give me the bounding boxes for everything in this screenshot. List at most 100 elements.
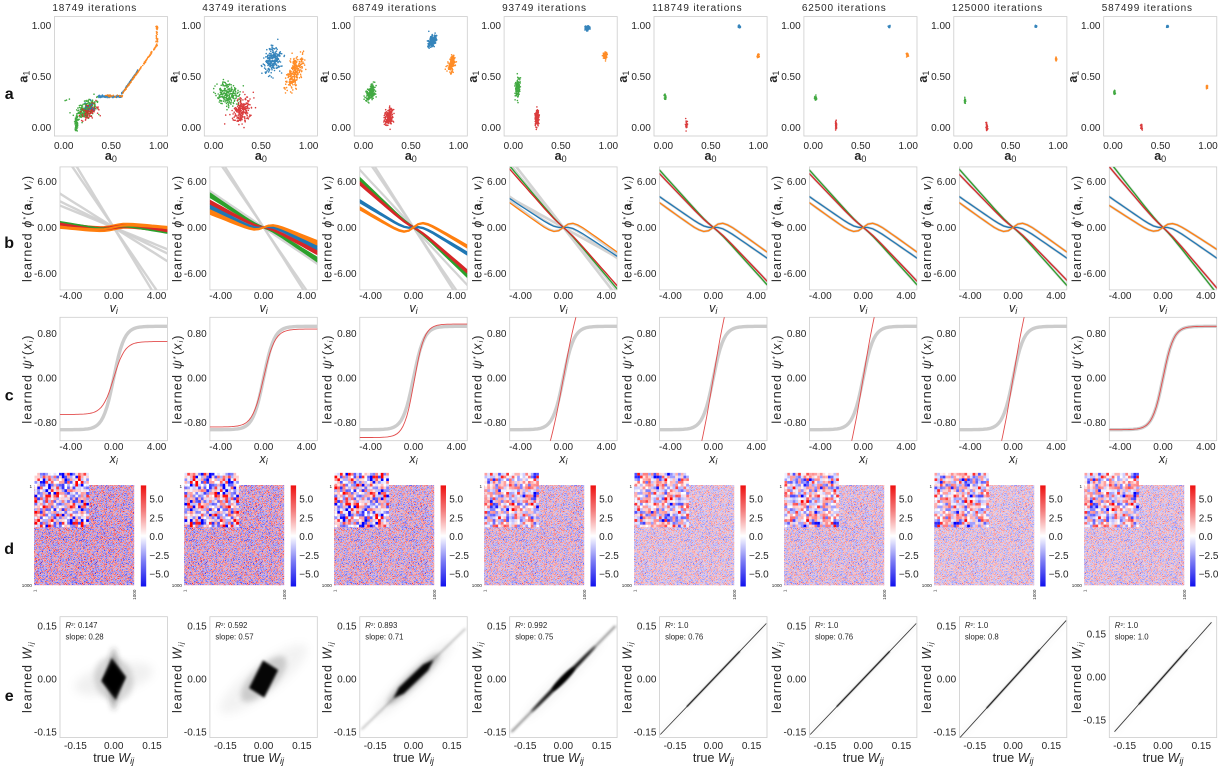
svg-text:learned ϕ*(ai, vi): learned ϕ*(ai, vi) [920, 175, 935, 282]
svg-text:5.0: 5.0 [599, 495, 613, 506]
svg-text:5.0: 5.0 [449, 495, 463, 506]
svg-text:learned ϕ*(ai, vi): learned ϕ*(ai, vi) [21, 175, 36, 282]
svg-text:−5.0: −5.0 [1049, 570, 1069, 581]
svg-text:−2.5: −2.5 [1199, 551, 1219, 562]
svg-text:-0.15: -0.15 [214, 741, 237, 752]
svg-text:-6.00: -6.00 [1083, 269, 1106, 280]
svg-text:0.80: 0.80 [37, 329, 57, 340]
svg-text:0.50: 0.50 [32, 72, 52, 83]
svg-text:1: 1 [483, 589, 488, 592]
svg-text:-0.80: -0.80 [933, 418, 956, 429]
svg-text:1000: 1000 [1072, 583, 1083, 588]
svg-text:0.15: 0.15 [787, 622, 807, 633]
svg-text:vi: vi [409, 301, 418, 316]
svg-text:5.0: 5.0 [899, 495, 913, 506]
svg-text:−2.5: −2.5 [1049, 551, 1069, 562]
svg-text:5.0: 5.0 [149, 495, 163, 506]
svg-text:-6.00: -6.00 [933, 269, 956, 280]
svg-text:-0.15: -0.15 [1113, 741, 1136, 752]
svg-text:0.80: 0.80 [187, 329, 207, 340]
svg-text:-0.80: -0.80 [784, 418, 807, 429]
svg-text:−5.0: −5.0 [749, 570, 769, 581]
svg-text:0.00: 0.00 [487, 374, 507, 385]
svg-text:-4.00: -4.00 [1109, 442, 1132, 453]
svg-text:1000: 1000 [922, 583, 933, 588]
svg-text:xi: xi [1158, 452, 1168, 467]
svg-text:1.00: 1.00 [1081, 21, 1101, 32]
svg-text:0.50: 0.50 [401, 141, 421, 152]
svg-text:43749 iterations: 43749 iterations [202, 3, 287, 14]
svg-text:0.00: 0.00 [254, 741, 274, 752]
svg-text:0.0: 0.0 [749, 532, 763, 543]
svg-text:0.00: 0.00 [404, 291, 424, 302]
svg-text:learned ϕ*(ai, vi): learned ϕ*(ai, vi) [1070, 175, 1085, 282]
svg-text:1000: 1000 [772, 583, 783, 588]
svg-text:-4.00: -4.00 [659, 291, 682, 302]
svg-text:0.00: 0.00 [704, 291, 724, 302]
svg-text:0.00: 0.00 [182, 123, 202, 134]
svg-text:-0.80: -0.80 [334, 418, 357, 429]
svg-text:0.00: 0.00 [554, 291, 574, 302]
svg-text:0.00: 0.00 [1153, 291, 1173, 302]
svg-text:slope: 1.0: slope: 1.0 [1115, 632, 1149, 641]
svg-text:R2: 0.893: R2: 0.893 [365, 621, 397, 630]
svg-text:xi: xi [1008, 452, 1018, 467]
svg-text:0.00: 0.00 [481, 123, 501, 134]
svg-text:1: 1 [783, 589, 788, 592]
svg-text:4.00: 4.00 [896, 442, 916, 453]
svg-text:true Wij: true Wij [543, 751, 585, 766]
svg-text:1000: 1000 [732, 589, 737, 600]
svg-text:e: e [5, 688, 14, 705]
svg-text:−2.5: −2.5 [899, 551, 919, 562]
svg-text:slope: 0.75: slope: 0.75 [515, 632, 554, 641]
svg-text:1: 1 [33, 589, 38, 592]
svg-text:1.00: 1.00 [32, 21, 52, 32]
svg-text:learned ψ*(xi): learned ψ*(xi) [620, 334, 635, 423]
svg-text:1: 1 [333, 589, 338, 592]
svg-text:-0.80: -0.80 [34, 418, 57, 429]
svg-text:-6.00: -6.00 [334, 269, 357, 280]
svg-text:-6.00: -6.00 [784, 269, 807, 280]
svg-text:learned Wij: learned Wij [1070, 641, 1085, 713]
svg-text:vi: vi [1009, 301, 1018, 316]
svg-text:learned ϕ*(ai, vi): learned ϕ*(ai, vi) [321, 175, 336, 282]
svg-text:2.5: 2.5 [749, 513, 763, 524]
svg-text:4.00: 4.00 [1046, 442, 1066, 453]
svg-text:−5.0: −5.0 [299, 570, 319, 581]
svg-text:1.00: 1.00 [781, 21, 801, 32]
svg-text:0.00: 0.00 [104, 442, 124, 453]
svg-text:0.00: 0.00 [187, 223, 207, 234]
svg-text:0.00: 0.00 [937, 223, 957, 234]
svg-text:R2: 0.992: R2: 0.992 [515, 621, 547, 630]
svg-text:-0.15: -0.15 [664, 741, 687, 752]
svg-text:slope: 0.8: slope: 0.8 [965, 632, 999, 641]
svg-text:125000 iterations: 125000 iterations [952, 3, 1043, 14]
svg-text:1.00: 1.00 [749, 141, 769, 152]
svg-text:1.00: 1.00 [481, 21, 501, 32]
svg-text:0.00: 0.00 [1003, 291, 1023, 302]
svg-text:1000: 1000 [1182, 589, 1187, 600]
svg-text:a0: a0 [705, 149, 717, 164]
svg-text:0.50: 0.50 [1151, 141, 1171, 152]
svg-text:0.00: 0.00 [1087, 673, 1107, 684]
svg-text:-6.00: -6.00 [634, 269, 657, 280]
svg-text:4.00: 4.00 [597, 291, 617, 302]
svg-text:true Wij: true Wij [993, 751, 1035, 766]
svg-text:true Wij: true Wij [393, 751, 435, 766]
svg-text:R2: 1.0: R2: 1.0 [965, 621, 989, 630]
svg-text:4.00: 4.00 [447, 442, 467, 453]
svg-text:0.80: 0.80 [1087, 329, 1107, 340]
svg-text:R2: 1.0: R2: 1.0 [1115, 621, 1139, 630]
svg-text:0.00: 0.00 [487, 223, 507, 234]
svg-text:-4.00: -4.00 [959, 291, 982, 302]
svg-text:68749 iterations: 68749 iterations [352, 3, 437, 14]
svg-text:vi: vi [859, 301, 868, 316]
svg-text:a1: a1 [616, 71, 631, 83]
svg-text:0.0: 0.0 [149, 532, 163, 543]
svg-text:0.00: 0.00 [953, 141, 973, 152]
svg-text:0.80: 0.80 [337, 329, 357, 340]
svg-text:0.15: 0.15 [592, 741, 612, 752]
svg-text:0.00: 0.00 [637, 223, 657, 234]
svg-text:0.00: 0.00 [1087, 223, 1107, 234]
svg-text:vi: vi [559, 301, 568, 316]
